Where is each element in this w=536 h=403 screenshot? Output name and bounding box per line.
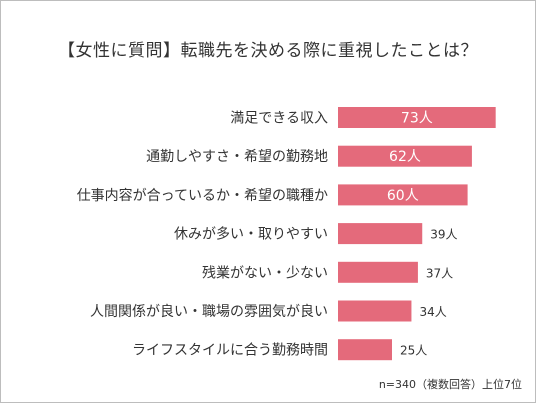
data-label: 39人: [430, 228, 457, 242]
bar: [338, 223, 423, 245]
bar: [338, 107, 496, 128]
category-label: 通勤しやすさ・希望の勤務地: [146, 149, 328, 165]
category-label: 休みが多い・取りやすい: [174, 226, 328, 243]
category-label: 満足できる収入: [230, 111, 328, 127]
data-label: 62人: [389, 149, 421, 165]
category-label: 仕事内容が合っているか・希望の職種か: [77, 187, 328, 204]
bar: [338, 261, 418, 283]
data-label: 73人: [401, 111, 433, 127]
bar: [338, 300, 412, 322]
category-label: ライフスタイルに合う勤務時間: [132, 343, 328, 359]
data-label: 34人: [419, 305, 446, 319]
bar: [338, 145, 472, 167]
data-label: 60人: [387, 188, 419, 204]
chart-title: 【女性に質問】転職先を決める際に重視したことは？: [58, 41, 478, 61]
data-label: 25人: [400, 344, 427, 358]
bar: [338, 184, 468, 206]
bar: [338, 339, 392, 361]
category-label: 人間関係が良い・職場の雰囲気が良い: [90, 304, 328, 320]
data-label: 37人: [426, 266, 453, 280]
sample-note: n=340（複数回答）上位7位: [378, 378, 522, 391]
category-label: 残業がない・少ない: [202, 265, 328, 281]
